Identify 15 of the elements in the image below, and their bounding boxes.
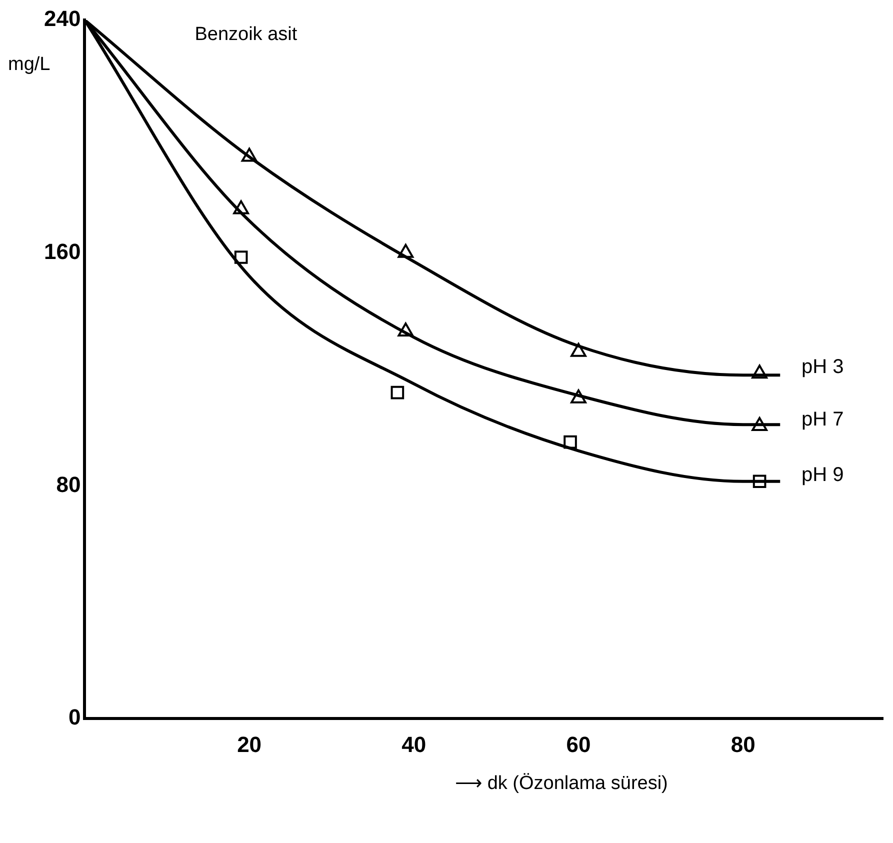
y-tick-label: 80 bbox=[56, 472, 81, 497]
series-label: pH 7 bbox=[802, 408, 844, 431]
x-tick-label: 20 bbox=[237, 732, 262, 757]
x-tick-label: 60 bbox=[566, 732, 591, 757]
y-tick-label: 240 bbox=[44, 6, 81, 32]
chart-title: Benzoik asit bbox=[194, 24, 298, 46]
series-label: pH 9 bbox=[802, 464, 844, 486]
x-tick-label: 80 bbox=[730, 732, 756, 757]
y-tick-label: 160 bbox=[44, 238, 81, 264]
y-axis-title: mg/L bbox=[8, 54, 50, 76]
y-tick-label: 0 bbox=[68, 704, 81, 730]
point bbox=[570, 342, 586, 357]
series-label: pH 3 bbox=[802, 356, 844, 378]
x-axis-title: ⟶ dk (Özonlama süresi) bbox=[455, 772, 668, 794]
x-tick-label: 40 bbox=[402, 732, 426, 757]
